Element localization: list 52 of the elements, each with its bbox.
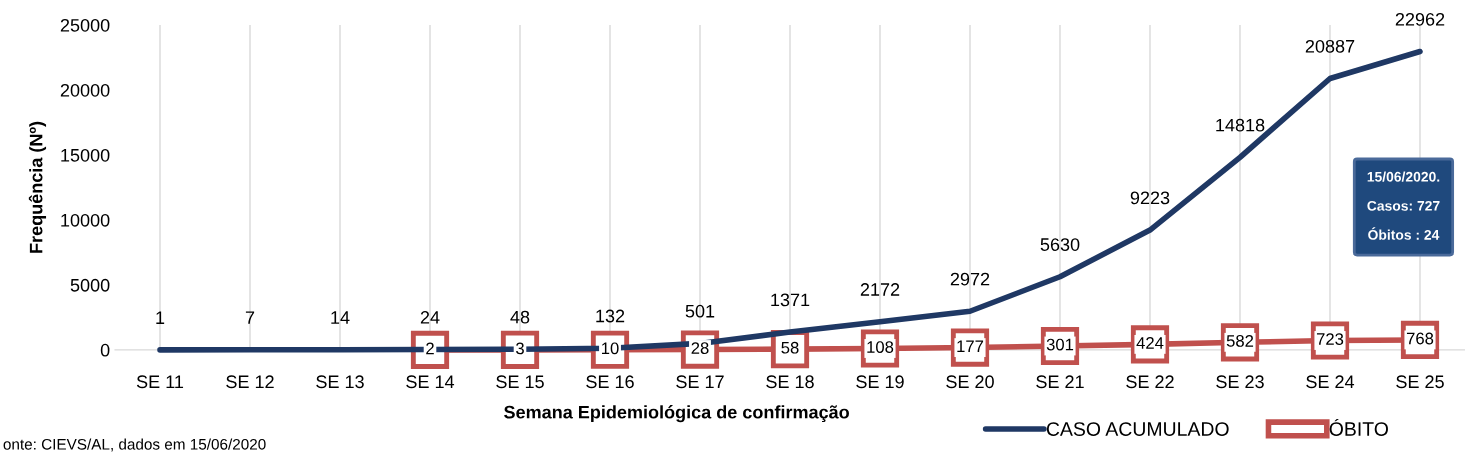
x-tick-label: SE 20 [946,375,994,389]
data-label: 28 [691,342,709,355]
data-label: 58 [781,341,799,354]
y-tick-label: 5000 [70,278,110,292]
x-tick-label: SE 12 [226,375,274,389]
x-tick-label: SE 25 [1396,375,1444,389]
data-label: 424 [1136,337,1164,349]
text: onte: CIEVS/AL, dados em 15/06/2020 [3,438,266,452]
y-tick-label: 10000 [61,213,110,227]
y-tick-label: 25000 [60,18,110,32]
data-label: 1371 [771,293,810,307]
legend-label: CASO ACUMULADO [1046,422,1229,436]
data-label: 14 [331,311,350,324]
x-tick-label: SE 16 [586,375,634,389]
x-tick-label: SE 19 [856,375,904,389]
data-label: 9223 [1130,191,1170,205]
y-tick-label: 0 [100,343,110,357]
data-label: 2972 [950,272,990,286]
data-label: 20887 [1305,39,1355,53]
y-tick-label: 15000 [61,148,110,162]
x-tick-label: SE 13 [316,375,364,389]
y-axis-title: Frequência (Nº) [28,121,47,253]
data-label: 582 [1226,335,1254,347]
data-label: 10 [602,342,619,355]
x-tick-label: SE 17 [676,375,724,389]
y-tick-label: 20000 [60,83,110,97]
data-label: 14818 [1216,118,1265,132]
data-label: 723 [1316,333,1344,345]
text: 15/06/2020. Casos: 727 Óbitos : 24 [1367,171,1440,240]
x-tick-label: SE 21 [1036,375,1084,389]
data-label: 22962 [1395,12,1445,26]
x-tick-label: SE 15 [496,375,544,389]
x-tick-label: SE 23 [1216,375,1264,389]
legend-label: ÓBITO [1329,418,1388,436]
x-tick-label: SE 24 [1306,375,1355,389]
data-label: 177 [957,340,984,352]
x-tick-label: SE 14 [406,375,455,389]
data-label: 48 [510,310,530,324]
data-label: 24 [420,311,440,324]
x-tick-label: SE 22 [1126,375,1174,389]
data-label: 7 [245,311,255,324]
x-axis-title: Semana Epidemiológica de confirmação [504,405,849,423]
data-label: 301 [1046,338,1074,351]
data-label: 1 [156,311,165,324]
data-label: 132 [596,309,625,323]
data-label: 501 [685,304,715,318]
x-tick-label: SE 18 [766,375,814,389]
data-label: 5630 [1040,238,1080,251]
data-label: 768 [1406,332,1434,345]
data-label: 108 [867,341,894,353]
x-tick-label: SE 11 [136,375,184,389]
data-label: 2172 [860,283,900,296]
